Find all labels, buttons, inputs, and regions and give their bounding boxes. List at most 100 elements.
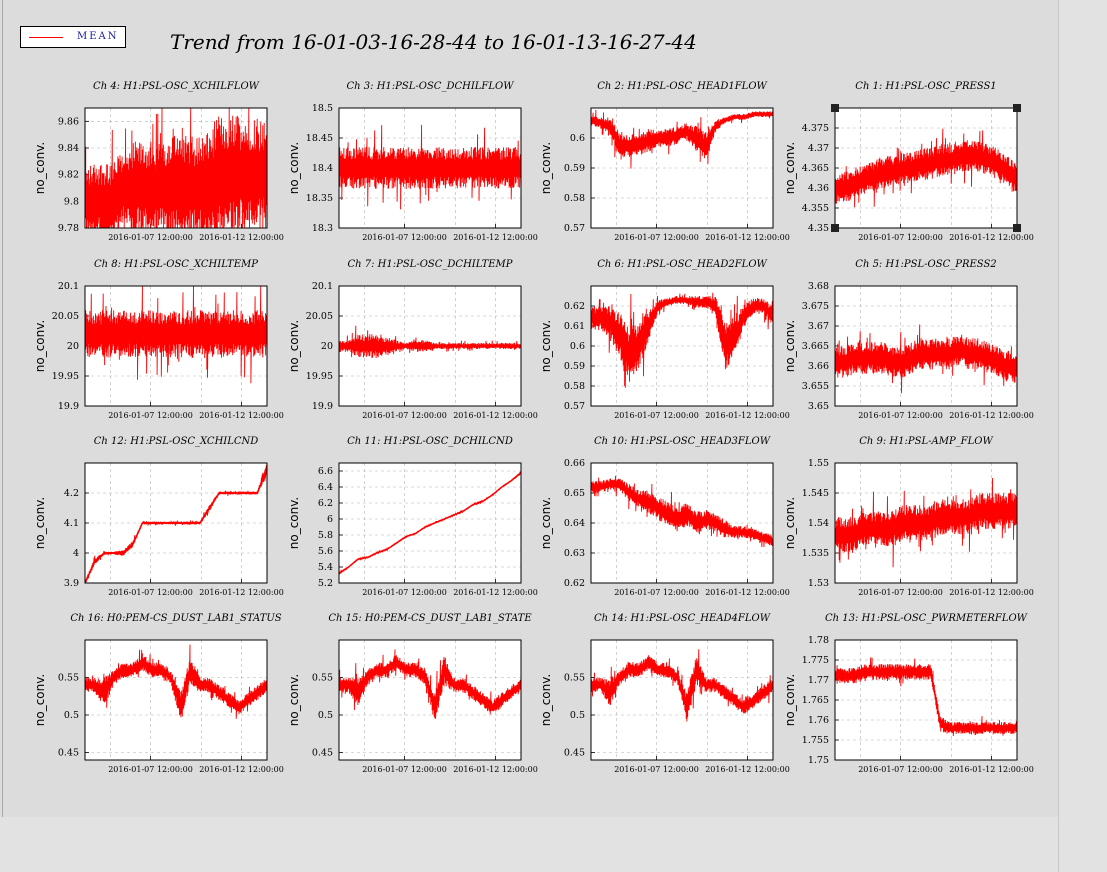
x-tick-label: 2016-01-07 12:00:00 (858, 233, 943, 242)
x-tick-label: 2016-01-07 12:00:00 (362, 411, 447, 420)
y-tick-label: 1.775 (802, 655, 829, 666)
x-tick-label: 2016-01-07 12:00:00 (108, 588, 193, 597)
y-tick-label: 3.665 (802, 341, 829, 352)
y-axis-label: no_conv. (539, 674, 553, 726)
y-tick-label: 5.6 (318, 546, 333, 557)
y-axis-label: no_conv. (287, 320, 301, 372)
plot-frame (338, 107, 522, 229)
y-tick-label: 20 (67, 341, 79, 352)
y-tick-label: 18.35 (306, 193, 333, 204)
x-tick-label: 2016-01-07 12:00:00 (362, 765, 447, 774)
x-tick-label: 2016-01-07 12:00:00 (858, 765, 943, 774)
selection-handle (831, 104, 839, 112)
y-tick-label: 4 (73, 548, 79, 559)
y-tick-label: 5.8 (318, 530, 333, 541)
y-tick-label: 1.765 (802, 695, 829, 706)
y-tick-label: 3.68 (808, 281, 829, 292)
y-tick-label: 0.55 (312, 673, 333, 684)
y-tick-label: 0.57 (564, 401, 585, 412)
legend[interactable]: MEAN (20, 26, 126, 48)
plot-title: Ch 16: H0:PEM-CS_DUST_LAB1_STATUS (70, 613, 281, 624)
y-tick-label: 0.45 (564, 748, 585, 759)
x-tick-label: 2016-01-12 12:00:00 (949, 233, 1034, 242)
y-tick-label: 18.4 (312, 163, 333, 174)
y-tick-label: 0.66 (564, 458, 585, 469)
window-edge-left (2, 0, 3, 817)
x-tick-label: 2016-01-07 12:00:00 (108, 233, 193, 242)
y-tick-label: 19.95 (52, 371, 79, 382)
x-tick-label: 2016-01-12 12:00:00 (199, 411, 284, 420)
y-axis-label: no_conv. (33, 320, 47, 372)
page-title: Trend from 16-01-03-16-28-44 to 16-01-13… (170, 30, 697, 54)
y-tick-label: 1.755 (802, 735, 829, 746)
y-tick-label: 6 (327, 514, 333, 525)
plot-area (591, 640, 773, 760)
y-tick-label: 18.45 (306, 133, 333, 144)
plot-title: Ch 15: H0:PEM-CS_DUST_LAB1_STATE (328, 613, 532, 624)
legend-swatch (29, 37, 63, 38)
plot-title: Ch 11: H1:PSL-OSC_DCHILCND (347, 436, 513, 447)
y-axis-label: no_conv. (539, 142, 553, 194)
plot-title: Ch 13: H1:PSL-OSC_PWRMETERFLOW (825, 613, 1028, 624)
y-axis-label: no_conv. (783, 674, 797, 726)
plot-title: Ch 4: H1:PSL-OSC_XCHILFLOW (93, 81, 260, 92)
mean-line (84, 468, 268, 584)
plot-title: Ch 10: H1:PSL-OSC_HEAD3FLOW (594, 436, 771, 447)
y-tick-label: 4.375 (802, 123, 829, 134)
y-tick-label: 0.65 (564, 488, 585, 499)
y-tick-label: 19.9 (312, 401, 333, 412)
y-tick-label: 1.78 (808, 635, 829, 646)
y-tick-label: 20.1 (58, 281, 79, 292)
plot-frame (84, 107, 268, 229)
y-tick-label: 0.63 (564, 548, 585, 559)
y-tick-label: 0.58 (564, 381, 585, 392)
x-tick-label: 2016-01-12 12:00:00 (705, 411, 790, 420)
plot-title: Ch 2: H1:PSL-OSC_HEAD1FLOW (597, 81, 767, 92)
y-tick-label: 0.45 (312, 748, 333, 759)
y-axis-label: no_conv. (33, 674, 47, 726)
plot-frame (834, 639, 1018, 761)
plot-title: Ch 6: H1:PSL-OSC_HEAD2FLOW (597, 259, 767, 270)
window-edge-right (1058, 0, 1059, 872)
x-tick-label: 2016-01-07 12:00:00 (614, 588, 699, 597)
y-tick-label: 0.62 (564, 578, 585, 589)
y-axis-label: no_conv. (539, 497, 553, 549)
y-tick-label: 9.8 (64, 196, 79, 207)
series-line (834, 477, 1018, 568)
plot-title: Ch 3: H1:PSL-OSC_DCHILFLOW (347, 81, 515, 92)
mean-line (591, 299, 774, 358)
plot-title: Ch 1: H1:PSL-OSC_PRESS1 (855, 81, 996, 92)
series-line (590, 475, 774, 548)
plot-frame (834, 285, 1018, 407)
y-tick-label: 6.4 (318, 482, 333, 493)
mean-line (338, 472, 522, 574)
x-tick-label: 2016-01-12 12:00:00 (453, 411, 538, 420)
y-tick-label: 3.67 (808, 321, 829, 332)
x-tick-label: 2016-01-12 12:00:00 (949, 588, 1034, 597)
y-tick-label: 1.545 (802, 488, 829, 499)
y-tick-label: 4.355 (802, 203, 829, 214)
y-tick-label: 0.5 (318, 710, 333, 721)
y-tick-label: 1.55 (808, 458, 829, 469)
plot-frame (590, 107, 774, 229)
plot-title: Ch 8: H1:PSL-OSC_XCHILTEMP (94, 259, 258, 270)
y-tick-label: 0.55 (564, 673, 585, 684)
plot-title: Ch 14: H1:PSL-OSC_HEAD4FLOW (594, 613, 771, 624)
y-tick-label: 3.675 (802, 301, 829, 312)
mean-line (85, 661, 268, 711)
mean-line (590, 113, 773, 149)
y-tick-label: 3.65 (808, 401, 829, 412)
y-tick-label: 0.55 (58, 673, 79, 684)
series-line (338, 124, 522, 210)
mean-line (835, 510, 1017, 536)
y-tick-label: 9.78 (58, 223, 79, 234)
y-tick-label: 5.4 (318, 562, 333, 573)
y-tick-label: 3.66 (808, 361, 829, 372)
y-tick-label: 0.61 (564, 321, 585, 332)
x-tick-label: 2016-01-12 12:00:00 (705, 765, 790, 774)
y-tick-label: 20 (321, 341, 333, 352)
y-axis-label: no_conv. (287, 142, 301, 194)
y-tick-label: 3.9 (64, 578, 79, 589)
chart-grid: 9.86 9.84 9.82 9.8 9.78 2016-01-07 12:00:00 20… (33, 81, 1034, 774)
mean-line (835, 155, 1018, 189)
